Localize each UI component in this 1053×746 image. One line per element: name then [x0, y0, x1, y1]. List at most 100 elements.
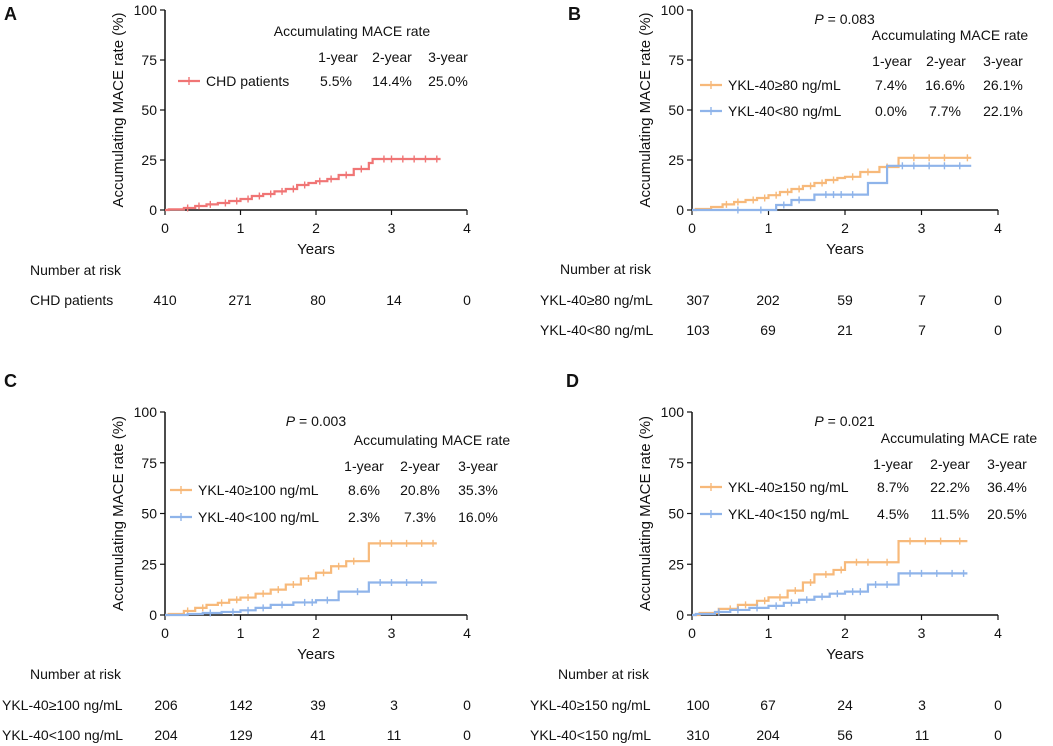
risk-count: 0 — [463, 697, 471, 713]
legend-label: YKL-40≥150 ng/mL — [728, 479, 849, 495]
panel-label: A — [4, 4, 17, 24]
y-tick-label: 0 — [149, 202, 157, 218]
rate-value: 16.6% — [925, 77, 965, 93]
risk-count: 3 — [918, 697, 926, 713]
x-axis-label: Years — [297, 241, 335, 258]
series-line — [692, 164, 972, 212]
legend-label: YKL-40<80 ng/mL — [728, 103, 841, 119]
x-tick-label: 1 — [237, 625, 245, 641]
rate-value: 14.4% — [372, 73, 412, 89]
rate-table-header: 3-year — [987, 456, 1027, 472]
rate-table-title: Accumulating MACE rate — [354, 432, 511, 448]
risk-count: 0 — [994, 697, 1002, 713]
x-tick-label: 2 — [312, 625, 320, 641]
x-tick-label: 4 — [463, 220, 471, 236]
panel-label: B — [568, 4, 581, 24]
rate-table-header: 1-year — [873, 456, 913, 472]
risk-count: 310 — [686, 727, 710, 743]
y-tick-label: 75 — [668, 455, 684, 471]
x-tick-label: 4 — [994, 220, 1002, 236]
risk-count: 24 — [837, 697, 853, 713]
y-tick-label: 0 — [676, 202, 684, 218]
y-tick-label: 75 — [668, 52, 684, 68]
risk-count: 202 — [756, 292, 780, 308]
x-tick-label: 1 — [765, 625, 773, 641]
risk-count: 0 — [463, 292, 471, 308]
legend-label: YKL-40≥100 ng/mL — [198, 482, 319, 498]
risk-count: 0 — [463, 727, 471, 743]
rate-value: 4.5% — [877, 506, 909, 522]
y-tick-label: 25 — [141, 152, 157, 168]
x-tick-label: 0 — [688, 220, 696, 236]
rate-value: 22.2% — [930, 479, 970, 495]
risk-count: 100 — [686, 697, 710, 713]
rate-table-header: 1-year — [872, 53, 912, 69]
rate-value: 0.0% — [875, 103, 907, 119]
y-tick-label: 25 — [668, 556, 684, 572]
x-axis-label: Years — [826, 241, 864, 258]
risk-count: 14 — [386, 292, 402, 308]
risk-count: 204 — [154, 727, 178, 743]
risk-count: 69 — [760, 322, 776, 338]
y-tick-label: 25 — [141, 556, 157, 572]
y-tick-label: 25 — [668, 152, 684, 168]
y-tick-label: 50 — [141, 506, 157, 522]
risk-count: 41 — [310, 727, 326, 743]
y-tick-label: 50 — [141, 102, 157, 118]
panel-a: A 0 25 50 75 100 0 1 2 3 4 Years Accumulating MACE r… — [4, 2, 471, 308]
series-line — [165, 157, 441, 212]
risk-count: 0 — [994, 727, 1002, 743]
series-line — [692, 156, 972, 212]
risk-count: 103 — [686, 322, 710, 338]
rate-value: 7.3% — [404, 509, 436, 525]
x-tick-label: 3 — [388, 625, 396, 641]
rate-table-title: Accumulating MACE rate — [872, 27, 1029, 43]
panel-label: C — [4, 371, 17, 391]
p-value: P = 0.083 — [814, 11, 875, 27]
y-tick-label: 0 — [676, 607, 684, 623]
rate-value: 36.4% — [987, 479, 1027, 495]
risk-row-label: YKL-40<150 ng/mL — [530, 727, 651, 743]
x-tick-label: 4 — [463, 625, 471, 641]
risk-count: 142 — [229, 697, 253, 713]
legend-label: YKL-40<100 ng/mL — [198, 509, 319, 525]
panel-label: D — [566, 371, 579, 391]
risk-table-title: Number at risk — [560, 261, 652, 277]
risk-count: 204 — [756, 727, 780, 743]
y-axis-label: Accumulating MACE rate (%) — [637, 12, 654, 207]
legend-label: YKL-40<150 ng/mL — [728, 506, 849, 522]
rate-table-title: Accumulating MACE rate — [274, 23, 431, 39]
risk-count: 410 — [153, 292, 177, 308]
risk-count: 0 — [994, 322, 1002, 338]
rate-value: 7.4% — [875, 77, 907, 93]
risk-count: 11 — [387, 727, 402, 743]
series-line — [692, 540, 968, 617]
series-line — [165, 542, 437, 617]
risk-count: 7 — [918, 292, 926, 308]
risk-count: 129 — [229, 727, 253, 743]
rate-table-header: 3-year — [983, 53, 1023, 69]
rate-value: 22.1% — [983, 103, 1023, 119]
risk-count: 206 — [154, 697, 178, 713]
risk-row-label: YKL-40<100 ng/mL — [2, 727, 123, 743]
risk-count: 11 — [915, 727, 930, 743]
rate-value: 8.6% — [348, 482, 380, 498]
legend-label: CHD patients — [206, 73, 289, 89]
legend-label: YKL-40≥80 ng/mL — [728, 77, 841, 93]
risk-count: 39 — [310, 697, 326, 713]
y-tick-label: 50 — [668, 506, 684, 522]
risk-count: 59 — [837, 292, 853, 308]
risk-count: 271 — [228, 292, 252, 308]
risk-count: 7 — [918, 322, 926, 338]
risk-count: 3 — [390, 697, 398, 713]
y-axis-label: Accumulating MACE rate (%) — [110, 416, 127, 611]
risk-count: 21 — [837, 322, 853, 338]
risk-row-label: YKL-40≥80 ng/mL — [540, 292, 653, 308]
risk-count: 56 — [837, 727, 853, 743]
rate-value: 20.8% — [400, 482, 440, 498]
x-tick-label: 4 — [994, 625, 1002, 641]
x-tick-label: 3 — [388, 220, 396, 236]
y-axis-label: Accumulating MACE rate (%) — [110, 12, 127, 207]
x-tick-label: 1 — [765, 220, 773, 236]
